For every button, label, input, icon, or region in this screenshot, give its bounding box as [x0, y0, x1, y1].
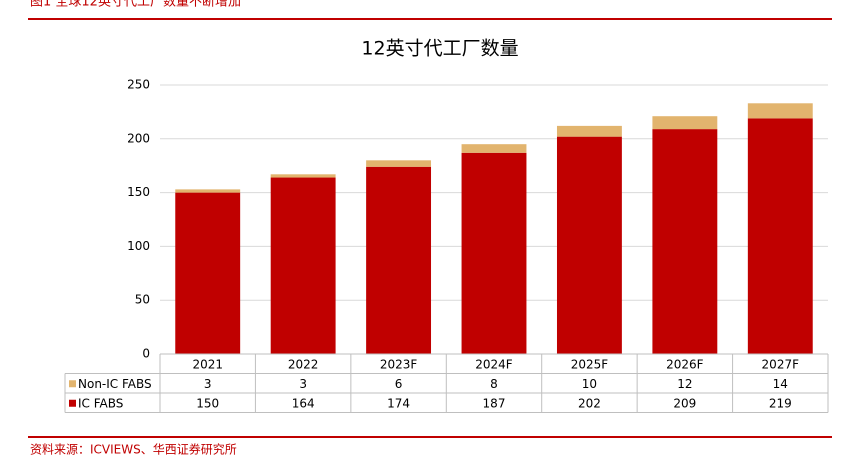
y-tick-label: 200 — [127, 131, 150, 145]
legend-swatch — [69, 380, 76, 388]
x-tick-label: 2024F — [475, 357, 513, 371]
figure-caption: 图1 全球12英寸代工厂数量不断增加 — [30, 0, 241, 10]
source: 资料来源：ICVIEWS、华西证券研究所 — [30, 442, 237, 457]
bar — [747, 118, 813, 354]
data-label: 150 — [196, 396, 219, 410]
bar — [556, 136, 622, 354]
legend-swatch — [69, 399, 76, 407]
bar — [175, 189, 241, 193]
x-tick-label: 2021 — [192, 357, 223, 371]
legend-label: IC FABS — [78, 396, 123, 410]
data-label: 6 — [395, 377, 403, 391]
x-tick-label: 2022 — [288, 357, 319, 371]
data-label: 174 — [387, 396, 410, 410]
bar — [366, 166, 432, 354]
bar — [652, 116, 718, 130]
data-label: 202 — [578, 396, 601, 410]
bar — [747, 103, 813, 119]
bar — [556, 125, 622, 137]
data-label: 14 — [773, 377, 788, 391]
y-tick-label: 150 — [127, 185, 150, 199]
data-label: 10 — [582, 377, 597, 391]
y-tick-label: 250 — [127, 78, 150, 92]
data-label: 209 — [673, 396, 696, 410]
bar — [175, 192, 241, 354]
x-tick-label: 2026F — [666, 357, 704, 371]
x-tick-label: 2023F — [380, 357, 418, 371]
x-tick-label: 2025F — [571, 357, 609, 371]
data-label: 219 — [769, 396, 792, 410]
bar — [366, 160, 432, 167]
bar — [270, 174, 336, 178]
data-label: 3 — [299, 377, 307, 391]
data-label: 187 — [483, 396, 506, 410]
data-label: 12 — [677, 377, 692, 391]
data-label: 164 — [292, 396, 315, 410]
x-tick-label: 2027F — [762, 357, 800, 371]
data-label: 3 — [204, 377, 212, 391]
chart-title: 12英寸代工厂数量 — [361, 38, 518, 60]
y-tick-label: 0 — [142, 347, 150, 361]
bar — [652, 129, 718, 354]
legend-label: Non-IC FABS — [78, 377, 152, 391]
bar — [461, 152, 527, 354]
y-tick-label: 50 — [135, 293, 150, 307]
bar — [461, 144, 527, 153]
data-label: 8 — [490, 377, 498, 391]
y-tick-label: 100 — [127, 239, 150, 253]
bar — [270, 177, 336, 354]
